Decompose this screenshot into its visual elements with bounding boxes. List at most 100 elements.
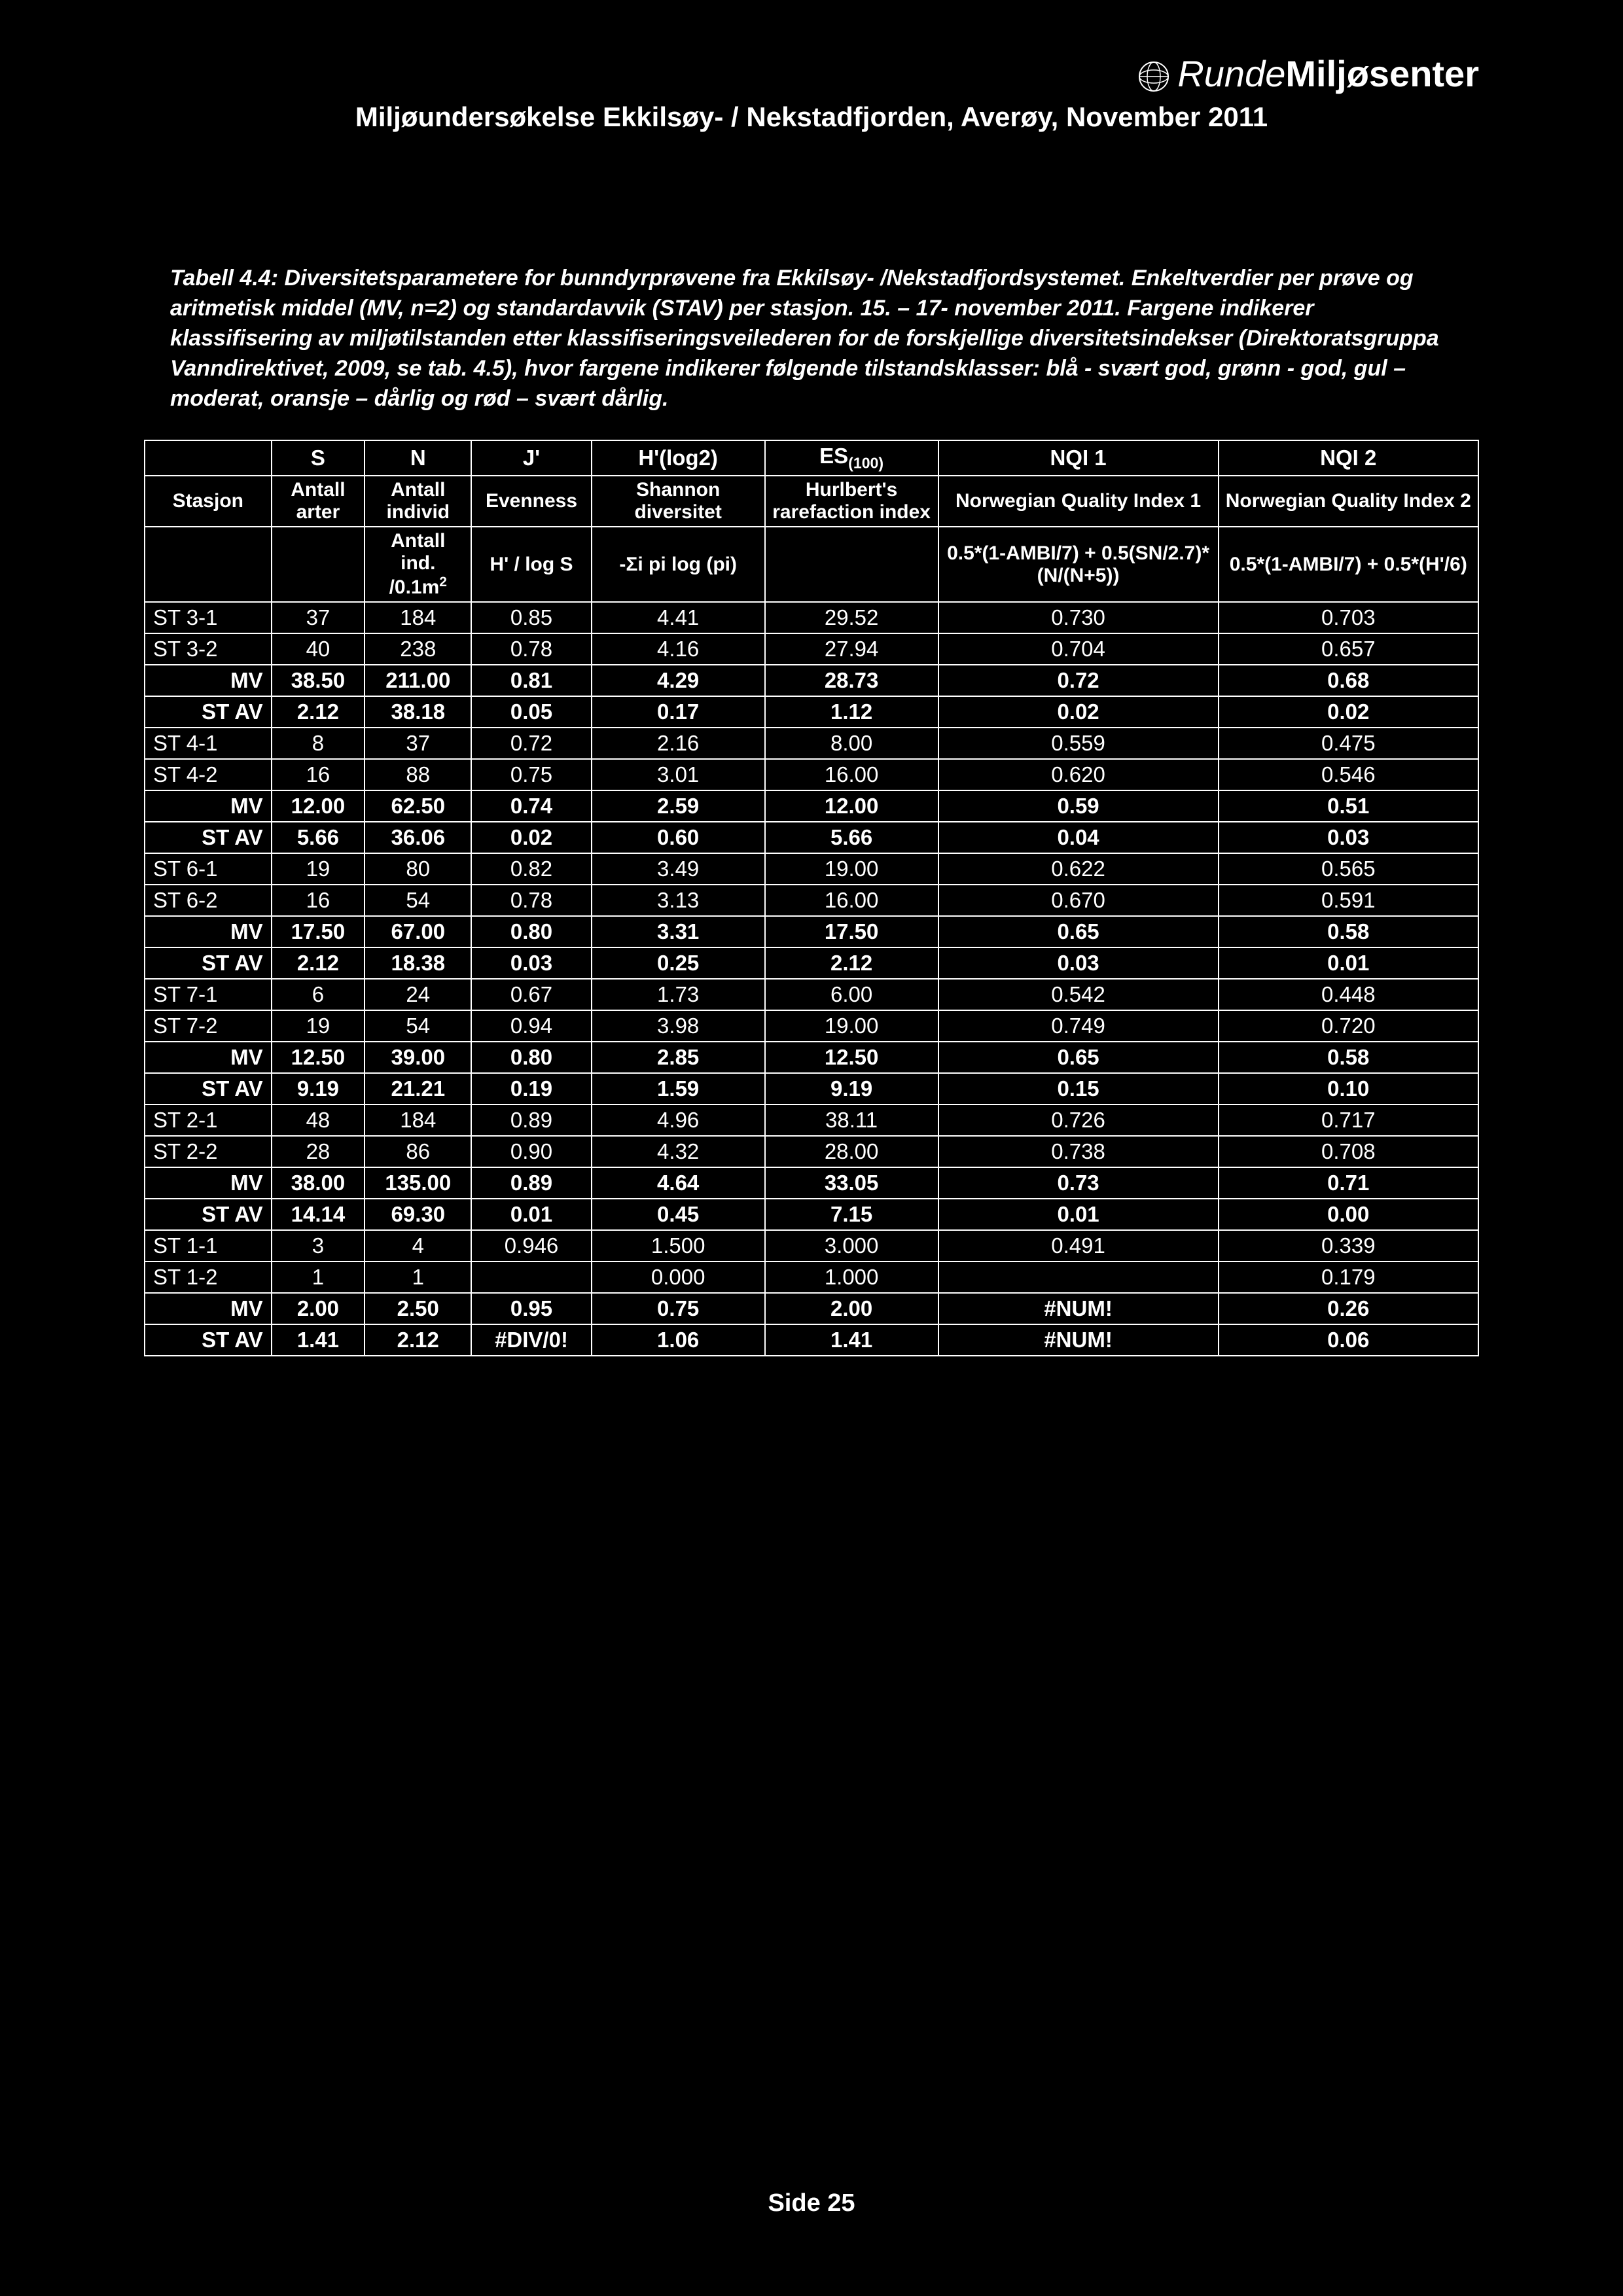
table-row: ST 1-2110.0001.0000.179	[145, 1262, 1478, 1293]
logo-text: RundeMiljøsenter	[1177, 52, 1479, 95]
col-header: ES(100)	[765, 440, 938, 476]
station-label: ST 4-2	[145, 759, 272, 790]
table-row: ST 4-216880.753.0116.000.6200.546	[145, 759, 1478, 790]
cell: 3.13	[592, 885, 765, 916]
cell: 7.15	[765, 1199, 938, 1230]
cell: 12.50	[765, 1042, 938, 1073]
cell: 54	[365, 1010, 471, 1042]
cell: 6	[272, 979, 365, 1010]
col-formula	[765, 527, 938, 602]
cell: 12.00	[272, 790, 365, 822]
cell: 0.58	[1219, 1042, 1478, 1073]
col-subheader: Norwegian Quality Index 1	[938, 476, 1219, 527]
page-footer: Side 25	[0, 2189, 1623, 2217]
cell: 0.559	[938, 728, 1219, 759]
cell: 0.45	[592, 1199, 765, 1230]
cell: 0.26	[1219, 1293, 1478, 1324]
cell: 0.78	[471, 885, 591, 916]
cell: 28.73	[765, 665, 938, 696]
cell: #NUM!	[938, 1293, 1219, 1324]
col-subheader: Shannon diversitet	[592, 476, 765, 527]
cell: 69.30	[365, 1199, 471, 1230]
cell: 0.703	[1219, 602, 1478, 633]
station-label: ST 4-1	[145, 728, 272, 759]
logo-part1: Runde	[1177, 53, 1285, 94]
cell: 9.19	[765, 1073, 938, 1104]
col-formula: Antall ind. /0.1m2	[365, 527, 471, 602]
col-header: S	[272, 440, 365, 476]
col-header	[145, 440, 272, 476]
col-subheader: Norwegian Quality Index 2	[1219, 476, 1478, 527]
col-subheader: Evenness	[471, 476, 591, 527]
cell: 0.89	[471, 1167, 591, 1199]
col-subheader: Stasjon	[145, 476, 272, 527]
cell: 4.32	[592, 1136, 765, 1167]
cell: 4.64	[592, 1167, 765, 1199]
cell: 184	[365, 602, 471, 633]
cell: 3.31	[592, 916, 765, 947]
station-label: ST 2-1	[145, 1104, 272, 1136]
cell: 0.60	[592, 822, 765, 853]
cell: 2.12	[272, 696, 365, 728]
cell: 4.41	[592, 602, 765, 633]
cell: 0.565	[1219, 853, 1478, 885]
station-label: ST AV	[145, 822, 272, 853]
cell: 0.58	[1219, 916, 1478, 947]
page: RundeMiljøsenter Miljøundersøkelse Ekkil…	[0, 0, 1623, 2296]
table-row: ST 6-119800.823.4919.000.6220.565	[145, 853, 1478, 885]
table-row: ST 3-1371840.854.4129.520.7300.703	[145, 602, 1478, 633]
col-formula: 0.5*(1-AMBI/7) + 0.5(SN/2.7)*(N/(N+5))	[938, 527, 1219, 602]
cell: 1.41	[272, 1324, 365, 1356]
cell: 14.14	[272, 1199, 365, 1230]
cell: 0.81	[471, 665, 591, 696]
station-label: MV	[145, 916, 272, 947]
cell: 0.475	[1219, 728, 1478, 759]
cell: 0.00	[1219, 1199, 1478, 1230]
cell: 0.90	[471, 1136, 591, 1167]
col-header: NQI 2	[1219, 440, 1478, 476]
col-formula	[145, 527, 272, 602]
station-label: ST 3-2	[145, 633, 272, 665]
cell: 0.80	[471, 1042, 591, 1073]
cell: 3	[272, 1230, 365, 1262]
table-row: ST 7-219540.943.9819.000.7490.720	[145, 1010, 1478, 1042]
cell: 37	[365, 728, 471, 759]
cell: 0.738	[938, 1136, 1219, 1167]
cell: 33.05	[765, 1167, 938, 1199]
station-label: ST 1-2	[145, 1262, 272, 1293]
cell: 19.00	[765, 1010, 938, 1042]
table-row: MV12.0062.500.742.5912.000.590.51	[145, 790, 1478, 822]
station-label: ST AV	[145, 1199, 272, 1230]
cell: 0.51	[1219, 790, 1478, 822]
cell	[938, 1262, 1219, 1293]
col-formula: H' / log S	[471, 527, 591, 602]
cell: 0.000	[592, 1262, 765, 1293]
station-label: MV	[145, 665, 272, 696]
cell: 28	[272, 1136, 365, 1167]
cell: 38.11	[765, 1104, 938, 1136]
cell: 0.02	[471, 822, 591, 853]
cell: 28.00	[765, 1136, 938, 1167]
cell: 184	[365, 1104, 471, 1136]
table-row: ST AV9.1921.210.191.599.190.150.10	[145, 1073, 1478, 1104]
cell: 0.75	[471, 759, 591, 790]
cell: 0.94	[471, 1010, 591, 1042]
cell: 0.65	[938, 916, 1219, 947]
cell: 1.000	[765, 1262, 938, 1293]
cell: 0.749	[938, 1010, 1219, 1042]
table-caption: Tabell 4.4: Diversitetsparametere for bu…	[144, 264, 1479, 414]
cell: 6.00	[765, 979, 938, 1010]
cell: 24	[365, 979, 471, 1010]
cell: 1.06	[592, 1324, 765, 1356]
cell: 4	[365, 1230, 471, 1262]
cell: 27.94	[765, 633, 938, 665]
station-label: MV	[145, 1167, 272, 1199]
cell: 0.01	[471, 1199, 591, 1230]
cell: 1.12	[765, 696, 938, 728]
cell: 1	[365, 1262, 471, 1293]
col-header: N	[365, 440, 471, 476]
cell: 2.85	[592, 1042, 765, 1073]
cell: 0.78	[471, 633, 591, 665]
cell: 21.21	[365, 1073, 471, 1104]
station-label: ST 1-1	[145, 1230, 272, 1262]
